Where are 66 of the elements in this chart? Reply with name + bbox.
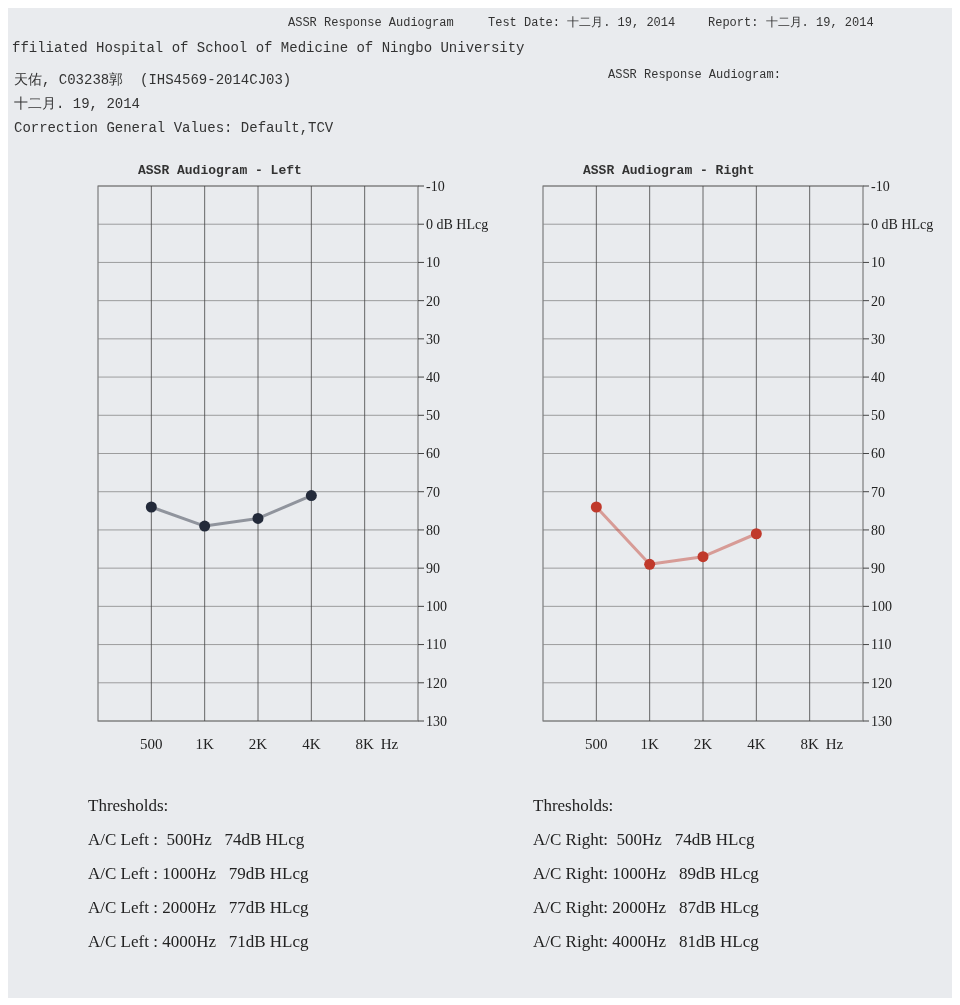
text: Correction General Values: Default,TCV — [14, 120, 334, 136]
x-axis-title: Hz — [825, 736, 844, 752]
y-tick-label: 100 — [871, 599, 892, 615]
text: Report: 十二月. 19, 2014 — [708, 16, 874, 30]
text: A/C Right: 500Hz 74dB HLcg — [533, 830, 755, 849]
y-tick-label: 30 — [871, 331, 885, 347]
y-tick-label: -10 — [426, 178, 445, 194]
text: ASSR Response Audiogram: — [608, 68, 781, 82]
text: 天佑, C03238郭 (IHS4569-2014CJ03) — [14, 72, 292, 88]
text: A/C Left : 4000Hz 71dB HLcg — [88, 932, 309, 951]
text: A/C Right: 2000Hz 87dB HLcg — [533, 898, 760, 917]
x-tick-label: 2K — [693, 736, 713, 752]
y-tick-label: -10 — [871, 178, 890, 194]
y-tick-label: 10 — [426, 255, 440, 271]
x-tick-label: 8K — [355, 736, 374, 752]
y-tick-label: 40 — [426, 369, 440, 385]
y-tick-label: 110 — [871, 637, 892, 653]
x-tick-label: 1K — [640, 736, 659, 752]
y-tick-label: 110 — [426, 637, 447, 653]
y-tick-label: 50 — [426, 408, 440, 424]
y-tick-label: 10 — [871, 255, 885, 271]
y-tick-label: 70 — [871, 484, 885, 500]
y-tick-label: 50 — [871, 408, 885, 424]
y-tick-label: 130 — [871, 713, 892, 729]
x-tick-label: 500 — [585, 736, 608, 752]
y-tick-label: 80 — [871, 522, 885, 538]
y-tick-label: 120 — [871, 675, 892, 691]
x-tick-label: 500 — [140, 736, 163, 752]
y-tick-label: 40 — [871, 369, 885, 385]
y-tick-label: 60 — [426, 446, 440, 462]
y-tick-label: 100 — [426, 599, 447, 615]
y-tick-label: 70 — [426, 484, 440, 500]
y-tick-label: 120 — [426, 675, 447, 691]
text: Thresholds: — [88, 796, 169, 815]
y-tick-label: 90 — [871, 561, 885, 577]
text: A/C Left : 1000Hz 79dB HLcg — [88, 864, 309, 883]
x-tick-label: 2K — [248, 736, 268, 752]
x-tick-label: 4K — [747, 736, 766, 752]
text: A/C Right: 4000Hz 81dB HLcg — [533, 932, 760, 951]
chart-title: ASSR Audiogram - Right — [583, 163, 755, 178]
chart-title: ASSR Audiogram - Left — [138, 163, 302, 178]
point — [697, 551, 709, 563]
y-tick-label: 30 — [426, 331, 440, 347]
text: 十二月. 19, 2014 — [14, 96, 141, 112]
text: A/C Right: 1000Hz 89dB HLcg — [533, 864, 760, 883]
point — [750, 528, 762, 540]
y-tick-label: 0 dB HLcg — [426, 217, 489, 233]
text: Test Date: 十二月. 19, 2014 — [488, 16, 676, 30]
text: A/C Left : 2000Hz 77dB HLcg — [88, 898, 309, 917]
y-tick-label: 130 — [426, 713, 447, 729]
y-tick-label: 90 — [426, 561, 440, 577]
x-tick-label: 8K — [800, 736, 819, 752]
y-tick-label: 60 — [871, 446, 885, 462]
text: ASSR Response Audiogram — [288, 16, 454, 30]
y-tick-label: 20 — [871, 293, 885, 309]
point — [644, 558, 656, 570]
point — [590, 501, 602, 513]
text: A/C Left : 500Hz 74dB HLcg — [88, 830, 305, 849]
x-tick-label: 1K — [195, 736, 214, 752]
y-tick-label: 0 dB HLcg — [871, 217, 934, 233]
text: ffiliated Hospital of School of Medicine of Ningbo University — [12, 40, 525, 56]
x-tick-label: 4K — [302, 736, 321, 752]
x-axis-title: Hz — [380, 736, 399, 752]
text: Thresholds: — [533, 796, 614, 815]
y-tick-label: 80 — [426, 522, 440, 538]
y-tick-label: 20 — [426, 293, 440, 309]
